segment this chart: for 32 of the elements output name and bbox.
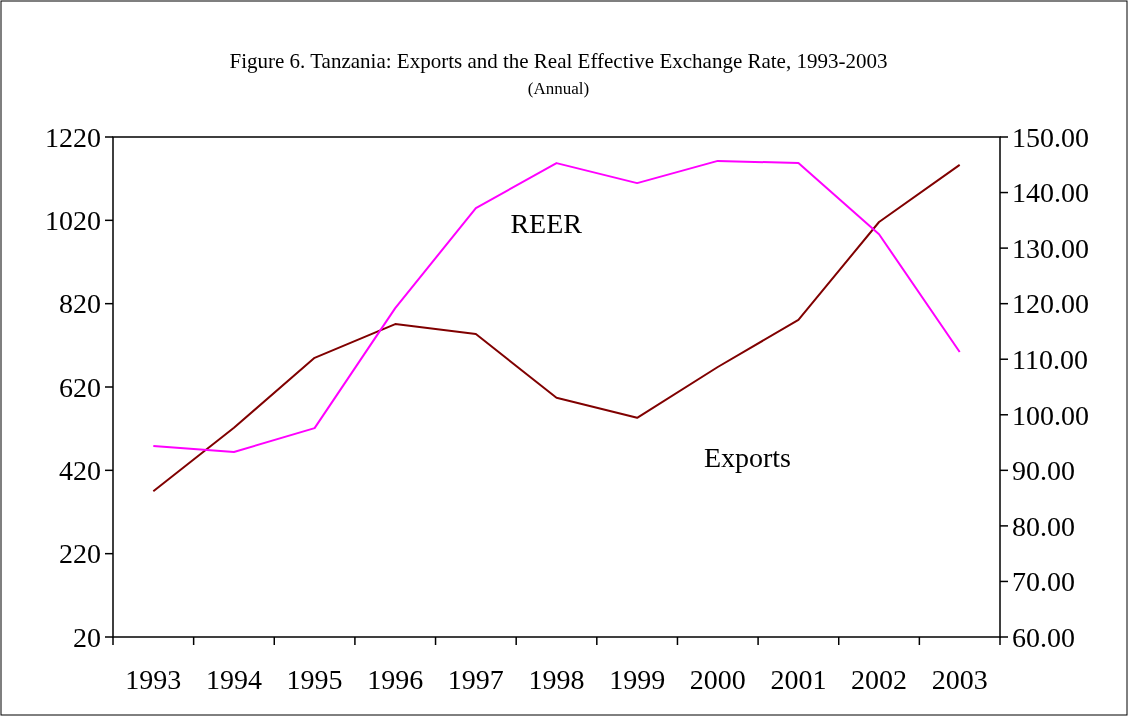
y2-tick-label: 80.00 [1012,510,1075,542]
x-tick-label: 2001 [770,664,827,695]
x-tick-label: 1997 [447,664,504,695]
y-tick-label: 1020 [45,205,101,237]
y-tick-label: 820 [59,288,101,320]
x-tick-label: 1996 [367,664,424,695]
y2-tick-label: 130.00 [1012,232,1089,264]
x-tick-label: 1994 [205,664,262,695]
y2-tick-label: 110.00 [1012,344,1088,376]
y2-tick-label: 90.00 [1012,455,1075,487]
y2-tick-label: 70.00 [1012,566,1075,598]
x-tick-label: 1995 [286,664,343,695]
y2-tick-label: 140.00 [1012,177,1089,209]
x-tick-label: 1998 [528,664,585,695]
y-tick-label: 1220 [45,121,101,153]
y2-tick-label: 100.00 [1012,399,1089,431]
chart-subtitle: (Annual) [527,79,590,98]
series-label: REER [510,208,583,240]
y2-tick-label: 150.00 [1012,121,1089,153]
chart-title: Figure 6. Tanzania: Exports and the Real Effective Exchange Rate, 1993-2003 [229,49,888,73]
y-tick-label: 20 [73,621,101,653]
x-tick-label: 2000 [689,664,746,695]
y-tick-label: 620 [59,371,101,403]
text: Exports [703,442,792,473]
x-tick-label: 2002 [851,664,908,695]
y2-tick-label: 120.00 [1012,288,1089,320]
x-tick-label: 2003 [931,664,988,695]
y2-tick-label: 60.00 [1012,621,1075,653]
x-tick-label: 1993 [125,664,182,695]
y-tick-label: 420 [59,455,101,487]
x-tick-label: 1999 [609,664,666,695]
y-tick-label: 220 [59,538,101,570]
